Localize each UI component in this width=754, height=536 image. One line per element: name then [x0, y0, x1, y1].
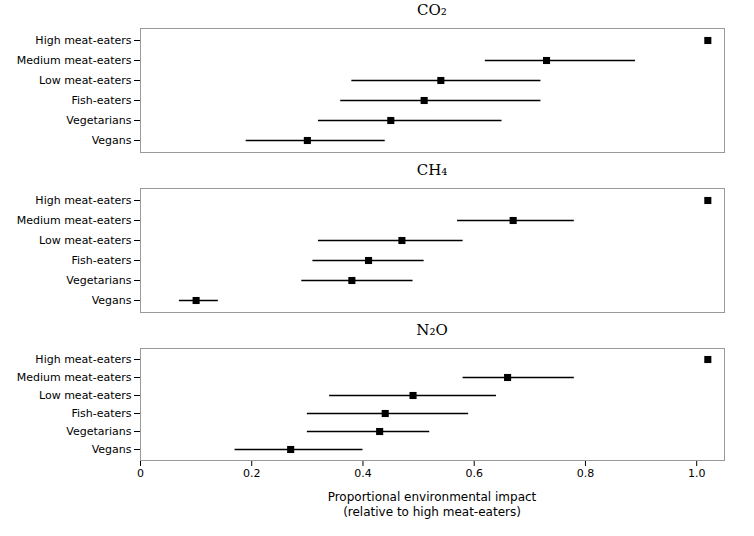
svg-text:1.0: 1.0 — [688, 467, 706, 480]
svg-text:Fish-eaters: Fish-eaters — [71, 254, 131, 267]
svg-text:Low meat-eaters: Low meat-eaters — [39, 389, 132, 402]
svg-text:Fish-eaters: Fish-eaters — [71, 407, 131, 420]
svg-text:Vegetarians: Vegetarians — [66, 114, 132, 127]
svg-text:0.4: 0.4 — [354, 467, 372, 480]
svg-text:Medium meat-eaters: Medium meat-eaters — [17, 371, 132, 384]
html-text:N₂O: N₂O — [416, 321, 448, 339]
html-text:CO₂: CO₂ — [417, 1, 447, 19]
svg-text:High meat-eaters: High meat-eaters — [35, 353, 131, 366]
svg-text:Low meat-eaters: Low meat-eaters — [39, 234, 132, 247]
svg-text:0.2: 0.2 — [243, 467, 261, 480]
html-text:CH₄: CH₄ — [416, 161, 448, 179]
svg-text:0: 0 — [137, 467, 144, 480]
svg-text:Medium meat-eaters: Medium meat-eaters — [17, 54, 132, 67]
svg-text:Low meat-eaters: Low meat-eaters — [39, 74, 132, 87]
svg-text:High meat-eaters: High meat-eaters — [35, 194, 131, 207]
svg-text:0.8: 0.8 — [577, 467, 595, 480]
svg-text:Fish-eaters: Fish-eaters — [71, 94, 131, 107]
svg-text:Vegans: Vegans — [92, 294, 132, 307]
html-text:Proportional environmental imp: Proportional environmental impact (relat… — [327, 490, 537, 519]
svg-text:Vegans: Vegans — [92, 443, 132, 456]
svg-text:Vegans: Vegans — [92, 134, 132, 147]
svg-text:Vegetarians: Vegetarians — [66, 274, 132, 287]
svg-text:High meat-eaters: High meat-eaters — [35, 34, 131, 47]
svg-text:Medium meat-eaters: Medium meat-eaters — [17, 214, 132, 227]
svg-text:Vegetarians: Vegetarians — [66, 425, 132, 438]
svg-text:0.6: 0.6 — [465, 467, 483, 480]
